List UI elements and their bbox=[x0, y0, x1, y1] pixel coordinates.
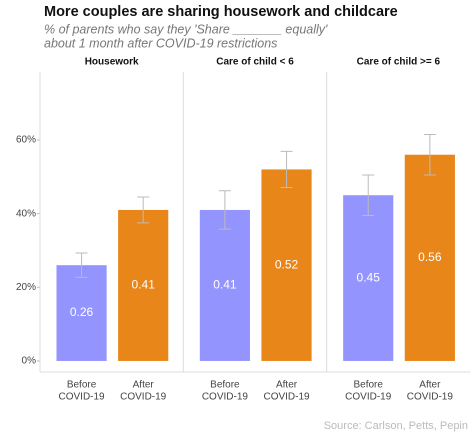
y-tick-label: 0% bbox=[22, 356, 37, 367]
error-bar bbox=[137, 196, 150, 224]
bar bbox=[343, 195, 394, 361]
bar bbox=[56, 265, 107, 361]
bar bbox=[199, 209, 250, 361]
facet-title: Housework bbox=[85, 57, 139, 68]
facet-title: Care of child >= 6 bbox=[357, 57, 441, 68]
x-tick-label: COVID-19 bbox=[407, 392, 454, 403]
x-tick-label: COVID-19 bbox=[120, 392, 167, 403]
error-bar bbox=[423, 133, 436, 176]
error-bar bbox=[280, 150, 293, 188]
bar bbox=[118, 209, 169, 361]
value-label: 0.41 bbox=[213, 278, 237, 292]
x-tick-label: COVID-19 bbox=[202, 392, 249, 403]
x-tick-label: Before bbox=[353, 380, 383, 391]
x-tick-label: COVID-19 bbox=[59, 392, 106, 403]
x-tick-label: After bbox=[419, 380, 441, 391]
bar bbox=[404, 154, 455, 361]
value-label: 0.26 bbox=[70, 305, 94, 319]
y-tick-label: 40% bbox=[16, 208, 36, 219]
x-tick-label: COVID-19 bbox=[263, 392, 310, 403]
x-tick-label: Before bbox=[67, 380, 97, 391]
x-tick-label: Before bbox=[210, 380, 240, 391]
value-label: 0.45 bbox=[357, 270, 381, 284]
value-label: 0.56 bbox=[418, 250, 442, 264]
chart-title: More couples are sharing housework and c… bbox=[44, 4, 398, 20]
facet-title: Care of child < 6 bbox=[216, 57, 294, 68]
x-tick-label: After bbox=[133, 380, 155, 391]
error-bar bbox=[218, 190, 231, 230]
error-bar bbox=[362, 174, 375, 216]
x-tick-label: After bbox=[276, 380, 298, 391]
bar bbox=[261, 169, 312, 361]
value-label: 0.52 bbox=[275, 257, 299, 271]
y-tick-label: 20% bbox=[16, 282, 36, 293]
chart-subtitle: % of parents who say they 'Share _______… bbox=[44, 22, 328, 36]
y-tick-label: 60% bbox=[16, 135, 36, 146]
chart-subtitle: about 1 month after COVID-19 restriction… bbox=[44, 36, 277, 50]
source: Source: Carlson, Petts, Pepin bbox=[324, 420, 468, 432]
value-label: 0.41 bbox=[132, 278, 156, 292]
error-bar bbox=[75, 252, 88, 278]
x-tick-label: COVID-19 bbox=[345, 392, 392, 403]
